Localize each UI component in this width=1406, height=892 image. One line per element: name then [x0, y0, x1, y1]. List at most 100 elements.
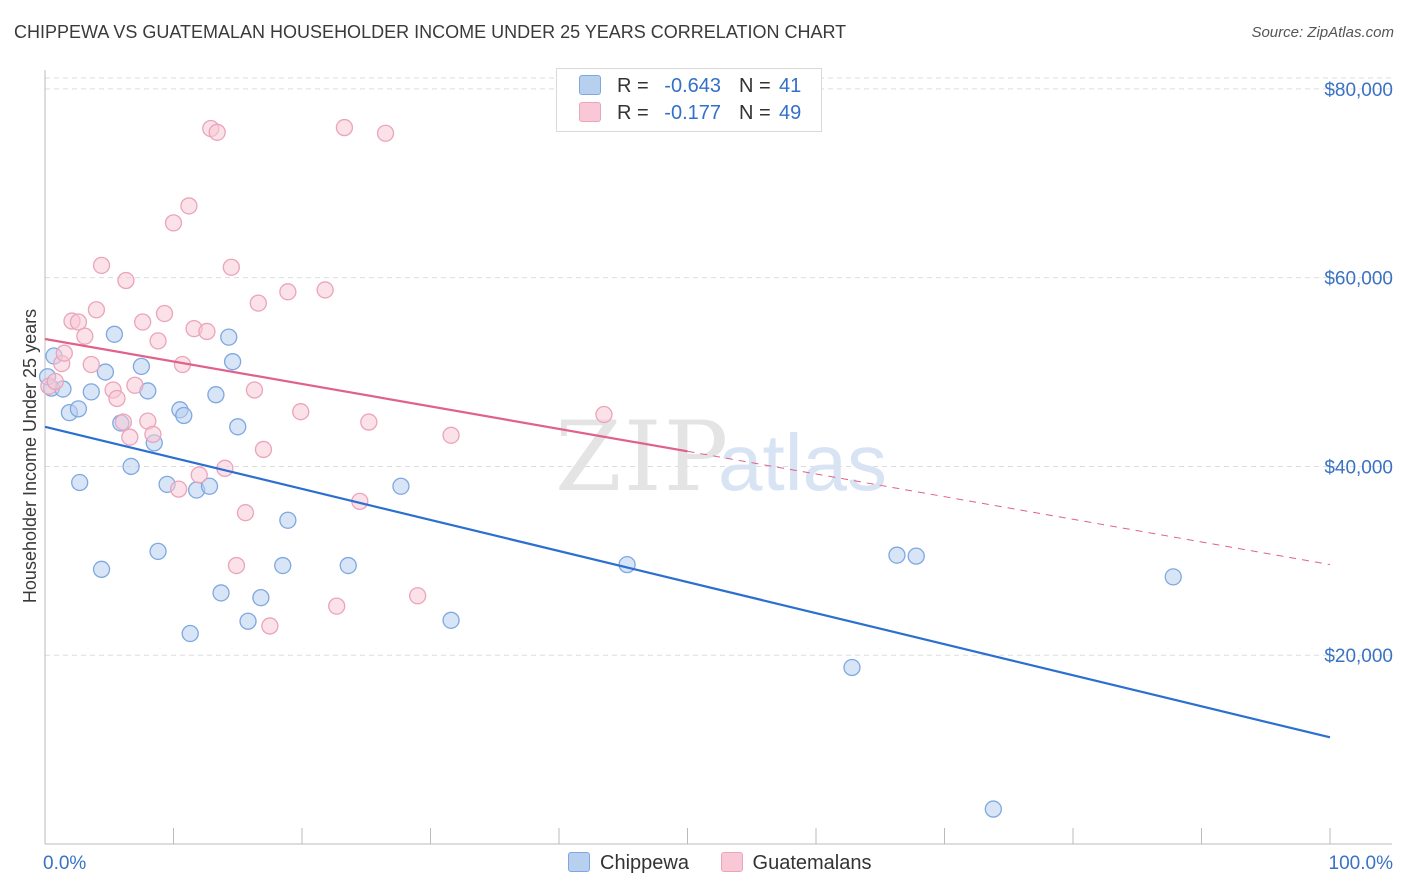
x-tick-label: 100.0%: [1329, 853, 1394, 874]
guatemalan-point: [376, 124, 395, 142]
chippewa-point: [252, 588, 270, 607]
guatemalan-point: [292, 403, 310, 421]
guatemalan-point: [245, 381, 264, 399]
legend-r-value: -0.643: [664, 75, 721, 97]
guatemalan-point: [114, 413, 133, 431]
chippewa-point: [181, 624, 199, 643]
guatemalan-point: [134, 313, 152, 331]
guatemalan-point: [69, 313, 88, 331]
guatemalan-point: [144, 425, 162, 443]
guatemalan-point: [328, 597, 346, 615]
guatemalan-point: [87, 301, 106, 319]
chippewa-point: [274, 556, 292, 575]
guatemalan-trendline: [44, 337, 688, 453]
y-tick-label: $40,000: [1324, 457, 1393, 478]
guatemalan-point: [335, 118, 354, 137]
guatemalan-point: [149, 332, 167, 350]
guatemalan-point: [261, 617, 279, 635]
guatemalan-point: [227, 556, 246, 575]
guatemalan-point: [249, 294, 267, 312]
y-tick-label: $60,000: [1324, 269, 1393, 290]
chippewa-point: [132, 357, 151, 376]
chart-source: Source: ZipAtlas.com: [1251, 24, 1394, 41]
guatemalan-point: [82, 355, 100, 374]
guatemalan-point: [236, 504, 255, 522]
guatemalans-swatch: [720, 852, 743, 872]
guatemalan-point: [92, 256, 111, 275]
chippewa-point: [279, 511, 297, 529]
guatemalan-point: [55, 344, 73, 362]
y-tick-label: $20,000: [1324, 646, 1393, 667]
guatemalan-point: [108, 389, 126, 408]
chippewa-point: [339, 556, 357, 575]
guatemalan-point: [117, 271, 135, 290]
guatemalan-point: [126, 376, 144, 394]
guatemalan-point: [442, 426, 460, 444]
chippewa-point: [69, 400, 88, 418]
guatemalan-point: [595, 405, 613, 424]
chippewa-point: [984, 800, 1002, 818]
guatemalan-point: [76, 327, 94, 345]
chippewa-point: [392, 477, 410, 495]
chippewa-point: [888, 546, 906, 564]
legend-n-value: 41: [779, 75, 802, 97]
guatemalan-point: [360, 413, 378, 431]
guatemalan-point: [408, 587, 427, 605]
guatemalan-point: [208, 123, 226, 141]
chippewa-point: [229, 418, 247, 436]
guatemalan-point: [155, 304, 174, 323]
chippewa-point: [200, 477, 219, 495]
y-tick-label: $80,000: [1324, 80, 1393, 101]
chippewa-point: [71, 473, 89, 492]
y-axis-label: Householder Income Under 25 years: [20, 309, 40, 603]
legend-row-chippewa: R = -0.643 N = 41: [579, 75, 801, 98]
chippewa-trendline: [44, 425, 1331, 739]
chippewa-point: [96, 363, 115, 381]
guatemalan-point: [254, 440, 273, 459]
chippewa-swatch: [568, 852, 590, 872]
chippewa-point: [122, 457, 140, 476]
legend-n-label: N =: [739, 102, 771, 124]
chippewa-point: [239, 612, 257, 630]
chippewa-point: [82, 383, 100, 401]
chippewa-point: [92, 560, 111, 578]
chippewa-point: [220, 328, 238, 346]
legend-row-guatemalans: R = -0.177 N = 49: [579, 102, 801, 125]
chippewa-point: [618, 555, 636, 574]
legend-item-chippewa[interactable]: Chippewa: [568, 852, 689, 875]
chippewa-point: [442, 611, 460, 629]
chippewa-point: [843, 658, 861, 677]
chippewa-point: [212, 584, 230, 602]
chart-title: CHIPPEWA VS GUATEMALAN HOUSEHOLDER INCOM…: [14, 22, 847, 42]
guatemalan-point: [190, 466, 208, 484]
watermark-atlas: atlas: [718, 418, 887, 507]
guatemalan-point: [180, 197, 198, 215]
guatemalan-point: [169, 480, 188, 498]
guatemalan-point: [46, 372, 64, 391]
chippewa-point: [149, 542, 167, 561]
chippewa-point: [1164, 568, 1182, 586]
chippewa-point: [207, 386, 225, 404]
guatemalan-point: [222, 258, 240, 276]
watermark-zip: ZIP: [555, 401, 730, 513]
chippewa-point: [175, 406, 193, 425]
legend-label-chippewa: Chippewa: [600, 852, 689, 874]
legend-n-label: N =: [739, 75, 771, 97]
chippewa-point: [105, 325, 124, 343]
series-legend: Chippewa Guatemalans: [568, 852, 897, 875]
legend-label-guatemalans: Guatemalans: [752, 852, 872, 874]
correlation-legend: R = -0.643 N = 41 R = -0.177 N = 49: [556, 68, 822, 132]
chippewa-point: [223, 353, 242, 371]
chippewa-point: [907, 547, 925, 565]
guatemalan-point: [198, 322, 216, 341]
guatemalans-swatch: [579, 102, 601, 122]
x-tick-label: 0.0%: [43, 853, 86, 874]
legend-r-value: -0.177: [664, 102, 721, 124]
legend-item-guatemalans[interactable]: Guatemalans: [720, 852, 872, 875]
chippewa-swatch: [579, 75, 601, 95]
guatemalan-point: [279, 283, 297, 301]
legend-r-label: R =: [617, 75, 649, 97]
legend-n-value: 49: [779, 102, 802, 124]
guatemalan-trendline-extension: [687, 450, 1331, 566]
